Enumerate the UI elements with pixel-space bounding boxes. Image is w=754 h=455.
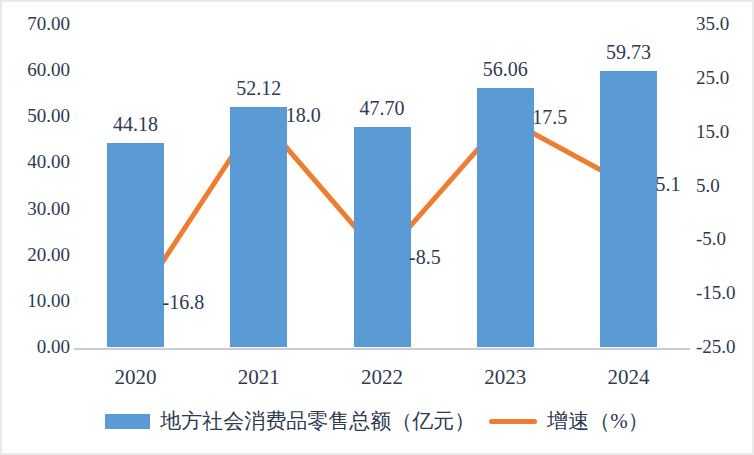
x-axis-label: 2024 xyxy=(573,365,683,390)
bar-2021 xyxy=(230,107,287,347)
right-axis-tick: -25.0 xyxy=(696,336,754,358)
legend-bar-label: 地方社会消费品零售总额（亿元） xyxy=(160,407,475,435)
right-axis-tick: 5.0 xyxy=(696,175,754,197)
x-axis-label: 2020 xyxy=(81,365,191,390)
bar-2023 xyxy=(477,88,534,347)
line-value-label: -16.8 xyxy=(163,291,205,314)
bar-value-label: 56.06 xyxy=(450,58,560,81)
line-value-label: -8.5 xyxy=(409,246,441,269)
right-axis-tick: 25.0 xyxy=(696,67,754,89)
right-axis-tick: 15.0 xyxy=(696,121,754,143)
legend-line-label: 增速（%） xyxy=(547,407,649,435)
left-axis-tick: 40.00 xyxy=(8,151,70,173)
legend-line-swatch-icon xyxy=(489,419,537,424)
left-axis-tick: 0.00 xyxy=(8,336,70,358)
line-value-label: 18.0 xyxy=(286,104,321,127)
bar-value-label: 52.12 xyxy=(204,77,314,100)
x-axis-label: 2021 xyxy=(204,365,314,390)
line-value-label: 17.5 xyxy=(532,106,567,129)
right-axis-tick: -15.0 xyxy=(696,282,754,304)
bar-2024 xyxy=(600,71,657,347)
x-axis-line xyxy=(74,348,690,350)
left-axis-tick: 70.00 xyxy=(8,13,70,35)
x-axis-label: 2023 xyxy=(450,365,560,390)
chart-container: 地方社会消费品零售总额（亿元） 增速（%） 0.00 10.00 20.00 30.0… xyxy=(0,0,754,455)
left-axis-tick: 60.00 xyxy=(8,59,70,81)
left-axis-tick: 20.00 xyxy=(8,244,70,266)
left-axis-tick: 30.00 xyxy=(8,198,70,220)
left-axis-tick: 50.00 xyxy=(8,105,70,127)
bar-value-label: 47.70 xyxy=(327,97,437,120)
bar-2020 xyxy=(107,143,164,347)
left-axis-tick: 10.00 xyxy=(8,290,70,312)
bar-value-label: 44.18 xyxy=(81,113,191,136)
bar-value-label: 59.73 xyxy=(573,41,683,64)
x-axis-label: 2022 xyxy=(327,365,437,390)
right-axis-tick: 35.0 xyxy=(696,13,754,35)
bar-2022 xyxy=(354,127,411,347)
legend-bar-swatch-icon xyxy=(105,414,150,429)
legend: 地方社会消费品零售总额（亿元） 增速（%） xyxy=(2,407,752,435)
right-axis-tick: -5.0 xyxy=(696,228,754,250)
line-value-label: 5.1 xyxy=(655,173,680,196)
